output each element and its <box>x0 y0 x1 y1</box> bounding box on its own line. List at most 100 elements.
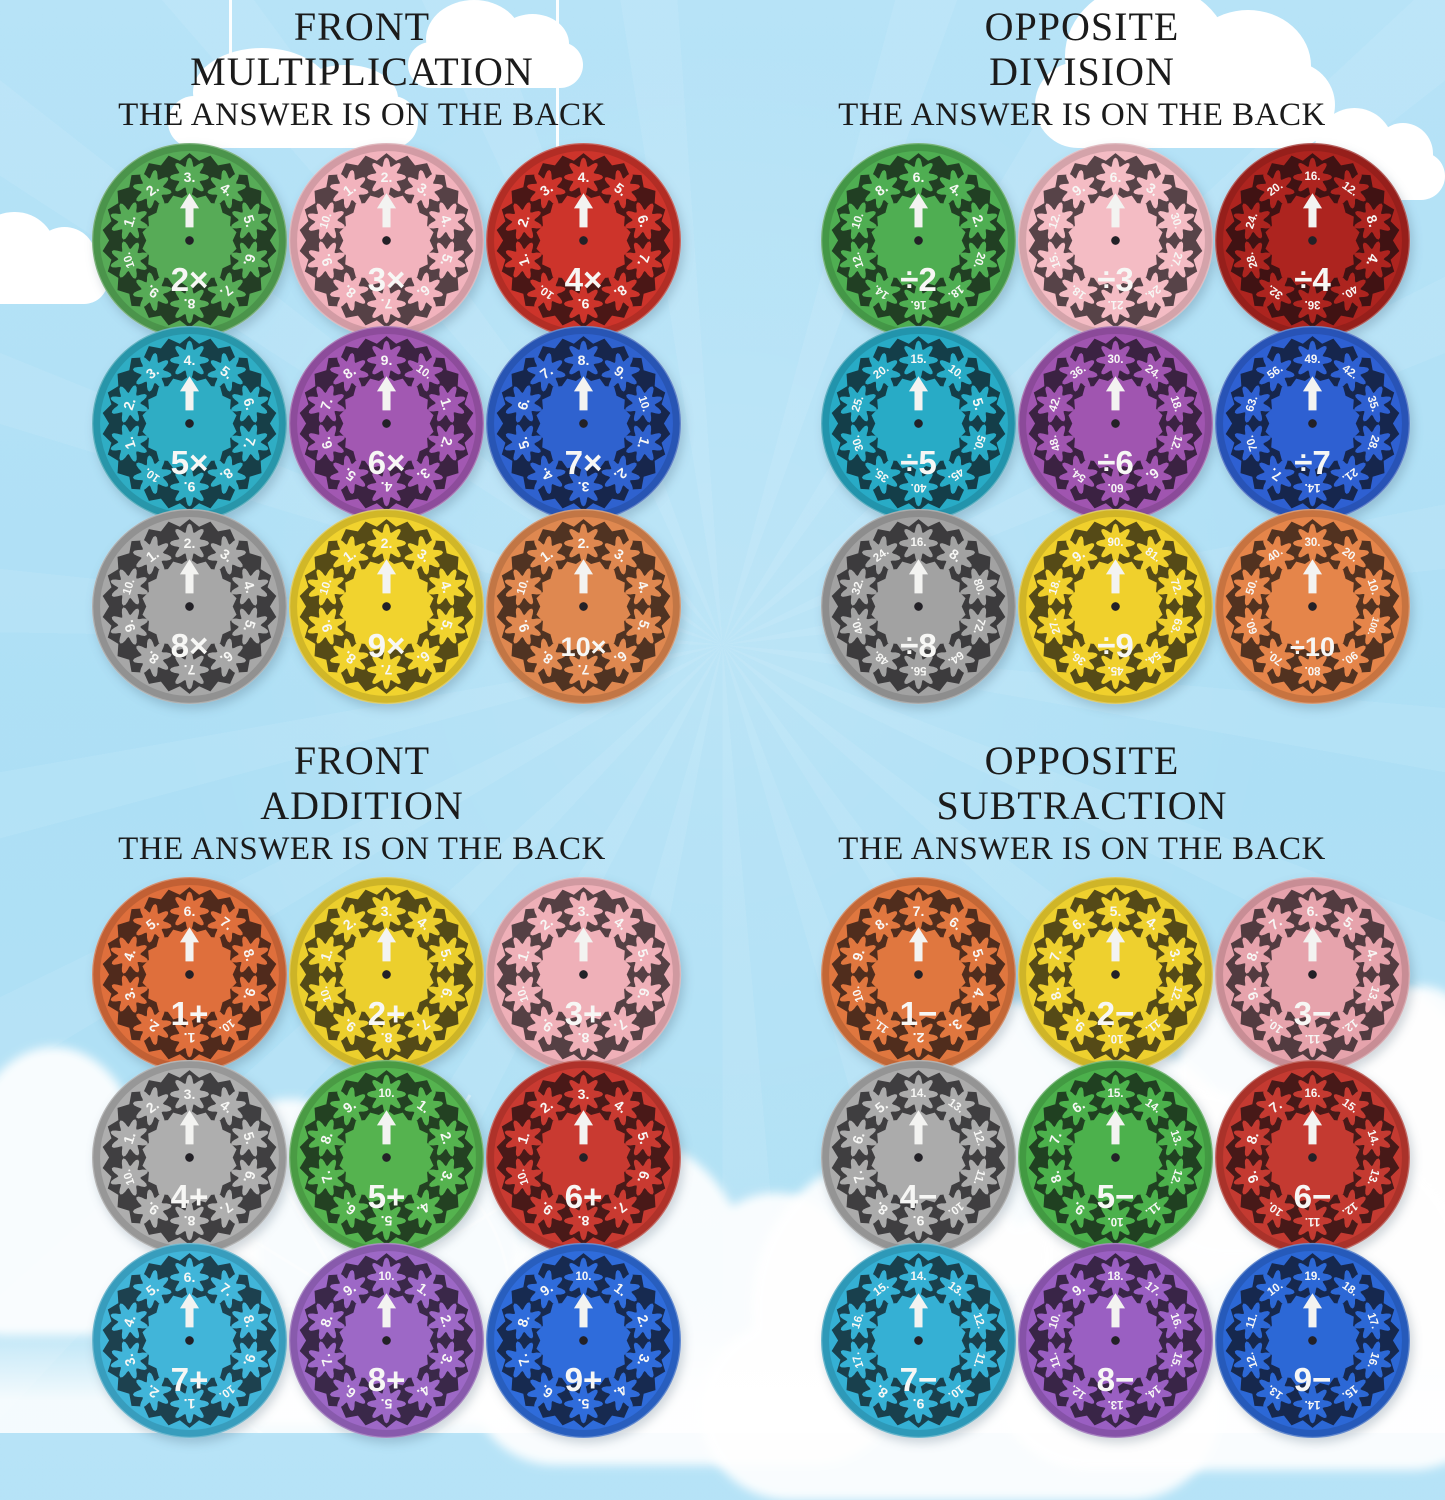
wheel-label: 2× <box>171 262 209 299</box>
flower-gear <box>1354 975 1392 1013</box>
wheel-number: 16. <box>910 298 926 310</box>
wheel-number: 6. <box>849 1130 868 1146</box>
wheel-cell: 18. 17. 16. 15. 14. 13. 12. 11. 10. 9. 8− <box>1017 1242 1214 1439</box>
cloud <box>168 48 418 148</box>
flower-gear <box>1354 1119 1392 1157</box>
cloud <box>0 211 108 304</box>
wheel-number: 10. <box>121 1168 137 1187</box>
wheel-number: 16. <box>1168 1311 1184 1330</box>
up-arrow-icon <box>179 1293 200 1328</box>
wheel-label: 8− <box>1097 1362 1135 1399</box>
wheel-number: 10. <box>378 1271 394 1283</box>
flower-gear <box>1058 1086 1098 1126</box>
wheel-number: 7. <box>514 1352 533 1368</box>
flower-gear <box>960 202 998 240</box>
wheel-number: 13. <box>1168 1128 1184 1147</box>
wheel-number: 24. <box>1244 211 1260 230</box>
wheel-number: 14. <box>910 1271 926 1283</box>
wheel-cell: 2. 3. 4. 5. 6. 7. 8. 9. 10. 1. 9× <box>288 508 485 705</box>
flower-gear <box>1292 284 1333 324</box>
flower-gear <box>563 891 604 931</box>
wheel-5plus: 10.1.2.3.4.5.6.7.8.9. 5+ <box>288 1059 485 1256</box>
quadrant-title-line2: SUBTRACTION <box>936 783 1228 828</box>
wheel-number: 12. <box>1168 1168 1184 1187</box>
wheel-number: 14. <box>1365 1128 1381 1147</box>
wheel-number: 25. <box>850 394 866 413</box>
up-arrow-icon <box>1105 1110 1126 1145</box>
flower-gear <box>1058 455 1098 495</box>
flower-gear <box>1330 535 1370 575</box>
flower-gear <box>366 340 407 380</box>
wheel-div8: 16.8.80.72.64.56.48.40.32.24. ÷8 <box>820 508 1017 705</box>
wheel-number: 10. <box>318 985 334 1004</box>
wheel-number: 9. <box>317 252 336 268</box>
wheel-number: 1. <box>514 947 533 963</box>
flower-gear <box>1095 891 1136 931</box>
wheel-label: 6+ <box>565 1179 603 1216</box>
wheel-4minus: 14.13.12.11.10.9.8.7.6.5. 4− <box>820 1059 1017 1256</box>
flower-gear <box>526 1086 566 1126</box>
quadrant-subtitle: THE ANSWER IS ON THE BACK <box>118 97 606 133</box>
wheel-number: 4. <box>1363 947 1382 963</box>
flower-gear <box>207 1189 247 1229</box>
wheel-number: 1. <box>184 1030 196 1046</box>
flower-gear <box>1095 340 1136 380</box>
wheel-2plus: 3.4.5.6.7.8.9.10.1.2. 2+ <box>288 876 485 1073</box>
wheel-number: 6. <box>437 986 456 1002</box>
flower-gear <box>1058 1006 1098 1046</box>
wheel-number: 8. <box>1046 986 1065 1002</box>
center-dot <box>185 236 194 245</box>
flower-gear <box>207 903 247 943</box>
flower-gear <box>898 1257 939 1297</box>
wheel-number: 4. <box>437 579 456 595</box>
flower-gear <box>207 1086 247 1126</box>
wheel-number: 10. <box>515 985 531 1004</box>
flower-gear <box>1233 1119 1271 1157</box>
wheel-1minus: 7.6.5.4.3.2.11.10.9.8. 1− <box>820 876 1017 1073</box>
flower-gear <box>1133 1189 1173 1229</box>
flower-gear <box>839 385 877 423</box>
flower-gear <box>839 1302 877 1340</box>
flower-gear <box>936 1006 976 1046</box>
flower-gear <box>1133 1372 1173 1412</box>
flower-gear <box>307 1302 345 1340</box>
wheel-number: 10. <box>850 985 866 1004</box>
flower-gear <box>329 535 369 575</box>
flower-gear <box>428 1302 466 1340</box>
flower-gear <box>526 535 566 575</box>
flower-gear <box>110 975 148 1013</box>
wheel-div5: 15.10.5.50.45.40.35.30.25.20. ÷5 <box>820 325 1017 522</box>
wheel-cell: 10. 1. 2. 3. 4. 5. 6. 7. 8. 9. 5+ <box>288 1059 485 1256</box>
wheel-label: 8× <box>171 628 209 665</box>
flower-gear <box>110 1119 148 1157</box>
flower-gear <box>526 1189 566 1229</box>
wheel-label: 5+ <box>368 1179 406 1216</box>
flower-gear <box>428 202 466 240</box>
wheel-number: 7. <box>1046 947 1065 963</box>
flower-gear <box>110 607 148 645</box>
flower-gear <box>329 272 369 312</box>
center-dot <box>579 1336 588 1345</box>
wheel-number: 13. <box>1107 1398 1123 1410</box>
flower-gear <box>132 903 172 943</box>
flower-gear <box>1255 535 1295 575</box>
flower-gear <box>960 936 998 974</box>
center-dot <box>914 970 923 979</box>
wheel-number: 6. <box>240 1169 259 1185</box>
wheel-number: 6. <box>634 986 653 1002</box>
flower-gear <box>504 607 542 645</box>
wheel-number: 72. <box>971 617 987 636</box>
wheel-cell: 15. 14. 13. 12. 11. 10. 9. 8. 7. 6. 5− <box>1017 1059 1214 1256</box>
flower-gear <box>366 467 407 507</box>
flower-gear <box>132 1372 172 1412</box>
wheel-number: 10. <box>378 1088 394 1100</box>
flower-gear <box>563 340 604 380</box>
quadrant-title-line1: FRONT <box>293 738 431 783</box>
wheel-number: 10. <box>1365 577 1381 596</box>
flower-gear <box>839 975 877 1013</box>
flower-gear <box>563 284 604 324</box>
flower-gear <box>207 272 247 312</box>
wheel-label: 9− <box>1294 1362 1332 1399</box>
wheel-3plus: 3.4.5.6.7.8.9.10.1.2. 3+ <box>485 876 682 1073</box>
flower-gear <box>526 169 566 209</box>
